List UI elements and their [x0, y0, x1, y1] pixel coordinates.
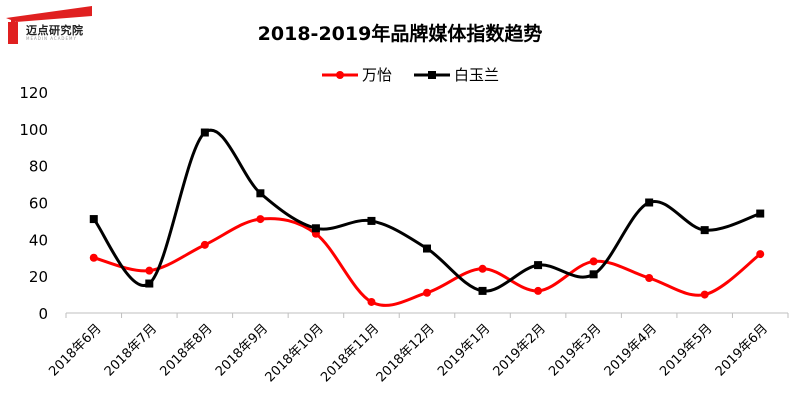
series-line: [92, 128, 761, 293]
y-tick-label: 0: [38, 305, 48, 323]
data-point: [367, 297, 376, 306]
series-layer: [89, 128, 765, 307]
y-tick-label: 120: [19, 84, 48, 102]
data-point: [700, 290, 709, 299]
data-point: [89, 253, 98, 262]
data-point: [423, 288, 431, 297]
x-tick-label: 2018年10月: [263, 321, 327, 385]
y-tick-label: 100: [19, 121, 48, 139]
data-point: [256, 189, 265, 198]
data-point: [534, 286, 543, 295]
data-point: [256, 215, 265, 224]
data-point: [145, 266, 154, 275]
x-tick-label: 2019年2月: [491, 321, 549, 379]
logo-graphic: [6, 6, 92, 44]
y-tick-label: 40: [29, 231, 48, 249]
data-point: [700, 226, 709, 235]
brand-logo: 迈点研究院 MEADIN ACADEMY: [2, 2, 98, 48]
x-tick-label: 2019年1月: [435, 321, 493, 379]
data-point: [311, 224, 320, 233]
logo-subtext: MEADIN ACADEMY: [26, 36, 77, 41]
legend-label: 白玉兰: [454, 66, 499, 84]
data-point: [645, 274, 654, 283]
logo-text: 迈点研究院: [26, 24, 84, 37]
data-point: [200, 240, 209, 249]
data-point: [534, 261, 543, 270]
x-tick-label: 2019年4月: [602, 321, 660, 379]
y-tick-label: 20: [29, 268, 48, 286]
series-1: [89, 215, 765, 307]
y-tick-label: 60: [29, 195, 48, 213]
data-point: [423, 244, 431, 253]
y-tick-label: 80: [29, 158, 48, 176]
legend-label: 万怡: [362, 66, 392, 84]
series-2: [89, 128, 765, 295]
x-tick-label: 2018年12月: [374, 321, 438, 385]
x-tick-label: 2019年3月: [546, 321, 604, 379]
data-point: [478, 286, 487, 295]
data-point: [367, 216, 376, 225]
x-tick-label: 2019年5月: [657, 321, 715, 379]
legend-item: 万怡: [322, 66, 392, 84]
x-tick-label: 2018年6月: [46, 321, 104, 379]
data-point: [145, 279, 154, 288]
data-point: [589, 270, 598, 279]
data-point: [89, 215, 98, 224]
legend-item: 白玉兰: [414, 66, 499, 84]
data-point: [589, 257, 598, 266]
data-point: [756, 250, 765, 259]
data-point: [756, 209, 765, 218]
data-point: [645, 198, 654, 207]
chart-legend: 万怡 白玉兰: [322, 66, 499, 84]
chart-title: 2018-2019年品牌媒体指数趋势: [258, 22, 543, 45]
x-tick-label: 2018年9月: [213, 321, 271, 379]
x-tick-label: 2019年6月: [713, 321, 771, 379]
legend-marker: [336, 71, 344, 79]
data-point: [200, 128, 209, 137]
data-point: [478, 264, 487, 273]
x-tick-label: 2018年7月: [102, 321, 160, 379]
x-tick-label: 2018年11月: [318, 321, 382, 385]
legend-marker: [428, 71, 436, 79]
x-tick-label: 2018年8月: [157, 321, 215, 379]
